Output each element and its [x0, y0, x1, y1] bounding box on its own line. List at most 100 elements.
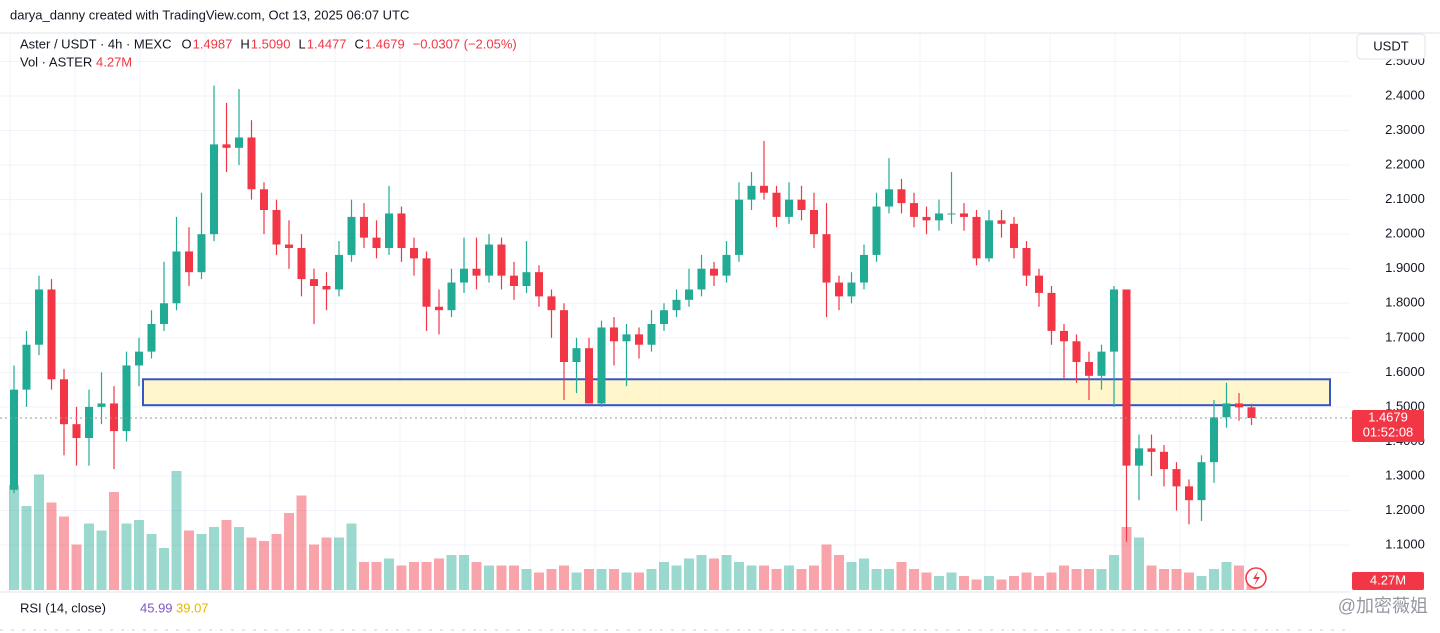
y-tick-label: 1.6000 — [1385, 364, 1425, 379]
candle-body — [535, 272, 543, 297]
volume-bar — [921, 572, 932, 590]
candle-body — [1022, 248, 1031, 276]
volume-bar — [1221, 562, 1232, 590]
ohlc-legend: O 1.4987 H 1.5090 L 1.4477 C 1.4679 −0.0307 (−2.… — [181, 36, 516, 51]
volume-label-box — [1352, 572, 1424, 590]
candle-body — [260, 189, 268, 210]
volume-bar — [84, 523, 94, 590]
candle-body — [872, 206, 881, 255]
ohlc-key: O — [181, 36, 191, 51]
volume-bar — [434, 558, 444, 590]
candle-body — [972, 216, 981, 259]
candle-body — [735, 199, 743, 255]
volume-bar — [409, 562, 419, 590]
volume-bar — [71, 544, 82, 590]
change: −0.0307 (−2.05%) — [413, 36, 517, 51]
candle-body — [135, 351, 143, 366]
candle-body — [122, 365, 131, 432]
volume-bar — [946, 572, 957, 590]
volume-bar — [1234, 565, 1244, 590]
volume-bar — [734, 562, 744, 590]
candle-body — [1122, 289, 1131, 466]
candle-body — [72, 424, 81, 438]
candle-body — [210, 144, 218, 235]
volume-pane — [9, 471, 1257, 590]
volume-bar — [1209, 569, 1219, 590]
volume-bar — [246, 537, 257, 590]
volume-bar — [721, 555, 732, 590]
volume-bar — [134, 520, 144, 590]
volume-bar — [34, 474, 44, 590]
ohlc-value: 1.4679 — [365, 36, 405, 51]
y-tick-label: 2.2000 — [1385, 157, 1425, 172]
price-axis: 1.10001.20001.30001.40001.50001.60001.70… — [0, 53, 1425, 590]
volume-bar — [96, 530, 107, 590]
candle-body — [935, 213, 943, 221]
candle-body — [660, 310, 668, 324]
volume-bar — [646, 569, 657, 590]
attribution: darya_danny created with TradingView.com… — [10, 7, 409, 22]
y-tick-label: 1.2000 — [1385, 502, 1425, 517]
volume-axis-label: 4.27M — [1370, 572, 1406, 587]
candle-body — [1172, 469, 1181, 487]
candle-body — [297, 248, 306, 280]
candle-body — [422, 258, 431, 307]
candle-body — [610, 327, 618, 342]
candle-body — [772, 192, 781, 217]
candle-body — [410, 248, 418, 259]
volume-bar — [121, 523, 132, 590]
candle-body — [797, 199, 806, 210]
candle-body — [1197, 462, 1206, 501]
y-tick-label: 1.8000 — [1385, 295, 1425, 310]
candle-body — [185, 251, 193, 273]
volume-bar — [1059, 565, 1069, 590]
candle-body — [485, 244, 493, 276]
volume-bar — [684, 558, 694, 590]
volume-bar — [596, 569, 607, 590]
candle-body — [47, 289, 56, 380]
candle-body — [822, 234, 831, 283]
volume-bar — [846, 562, 857, 590]
candles — [10, 85, 1256, 542]
volume-bar — [1159, 569, 1169, 590]
candle-body — [997, 220, 1006, 224]
candle-body — [372, 237, 381, 248]
volume-bar — [321, 537, 332, 590]
candle-body — [510, 275, 518, 286]
volume-bar — [671, 565, 682, 590]
candle-body — [447, 282, 456, 311]
volume-bar — [59, 516, 69, 590]
support-zone — [142, 378, 1331, 407]
y-tick-label: 1.7000 — [1385, 329, 1425, 344]
candle-body — [247, 137, 256, 190]
candle-body — [1060, 330, 1068, 342]
candle-body — [672, 299, 681, 311]
currency-box[interactable] — [1356, 33, 1426, 60]
volume-bar — [609, 569, 619, 590]
candle-body — [572, 348, 581, 362]
volume-bar — [384, 558, 394, 590]
volume-bar — [521, 569, 532, 590]
y-tick-label: 2.1000 — [1385, 191, 1425, 206]
volume-bar — [1184, 572, 1194, 590]
volume-bar — [196, 534, 207, 590]
volume-bar — [559, 565, 569, 590]
candle-body — [1110, 289, 1118, 352]
candle-body — [335, 254, 343, 290]
candle-body — [910, 203, 918, 217]
ohlc-key: L — [299, 36, 306, 51]
candle-body — [497, 244, 506, 276]
candle-body — [1035, 275, 1043, 293]
volume-bar — [1034, 576, 1044, 590]
volume-bar — [809, 565, 819, 590]
volume-bar — [934, 576, 944, 590]
volume-bar — [471, 562, 482, 590]
zone-layer — [142, 378, 1331, 407]
volume-bar — [1096, 569, 1107, 590]
candle-body — [85, 406, 93, 438]
volume-bar — [346, 523, 357, 590]
candle-body — [10, 389, 18, 490]
volume-bar — [759, 565, 769, 590]
volume-bar — [634, 572, 644, 590]
